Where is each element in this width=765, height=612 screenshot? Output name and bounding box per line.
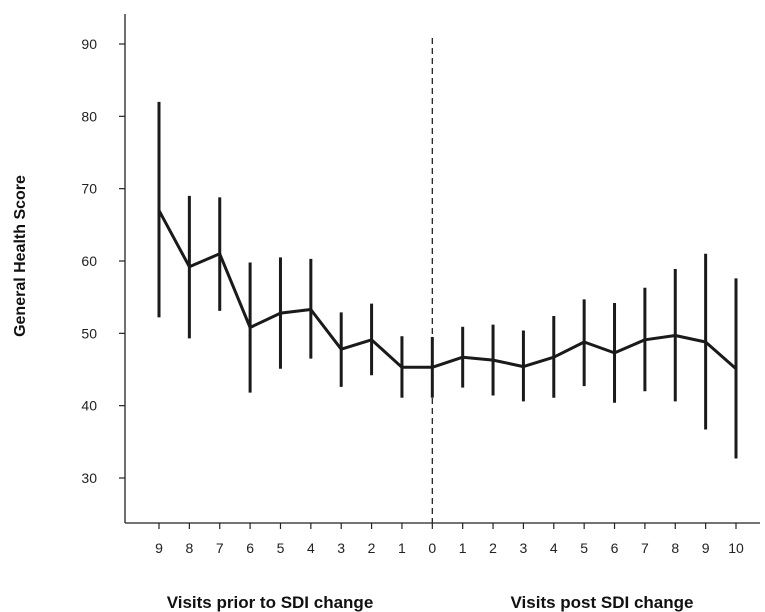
x-tick-label: 10 <box>728 540 744 556</box>
y-tick-label: 90 <box>81 36 97 52</box>
x-axis-title-post: Visits post SDI change <box>511 593 694 612</box>
x-tick-label: 9 <box>702 540 710 556</box>
y-tick-label: 80 <box>81 108 97 124</box>
x-tick-label: 2 <box>368 540 376 556</box>
x-tick-label: 4 <box>550 540 558 556</box>
y-tick-label: 70 <box>81 181 97 197</box>
x-tick-label: 5 <box>277 540 285 556</box>
x-tick-label: 5 <box>580 540 588 556</box>
y-tick-label: 30 <box>81 470 97 486</box>
x-axis-title-prior: Visits prior to SDI change <box>167 593 374 612</box>
x-tick-label: 3 <box>520 540 528 556</box>
x-tick-label: 7 <box>641 540 649 556</box>
x-tick-label: 6 <box>611 540 619 556</box>
series-line <box>157 209 737 370</box>
x-tick-label: 8 <box>671 540 679 556</box>
y-tick-label: 40 <box>81 398 97 414</box>
y-tick-label: 50 <box>81 325 97 341</box>
x-tick-label: 7 <box>216 540 224 556</box>
x-tick-label: 1 <box>459 540 467 556</box>
x-tick-label: 9 <box>155 540 163 556</box>
y-axis-title: General Health Score <box>12 175 29 337</box>
x-tick-label: 0 <box>428 540 436 556</box>
x-tick-label: 4 <box>307 540 315 556</box>
x-tick-label: 6 <box>246 540 254 556</box>
x-tick-label: 8 <box>185 540 193 556</box>
x-tick-label: 3 <box>337 540 345 556</box>
x-tick-label: 2 <box>489 540 497 556</box>
y-tick-label: 60 <box>81 253 97 269</box>
x-tick-label: 1 <box>398 540 406 556</box>
